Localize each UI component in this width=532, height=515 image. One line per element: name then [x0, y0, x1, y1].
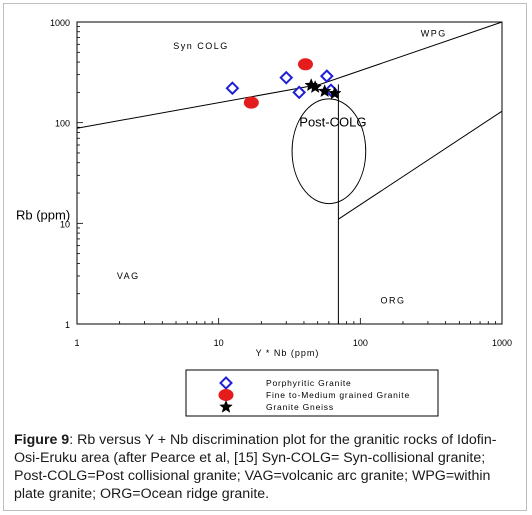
- y-tick-label: 1000: [50, 18, 70, 28]
- y-tick-label: 10: [60, 219, 70, 229]
- x-tick-label: 1000: [492, 338, 512, 348]
- figure-frame: [3, 3, 527, 511]
- data-point-star: [327, 86, 342, 100]
- x-axis-label: Y * Nb (ppm): [256, 348, 320, 358]
- field-label: Post-COLG: [299, 114, 366, 129]
- legend-marker-circle: [218, 389, 234, 401]
- field-label: VAG: [117, 271, 140, 281]
- legend-label: Granite Gneiss: [266, 402, 334, 412]
- boundary-line-syn-wpg: [319, 21, 503, 85]
- data-point-diamond: [279, 70, 294, 85]
- data-point-star: [308, 80, 323, 94]
- data-point-star: [317, 84, 332, 98]
- caption-text: : Rb versus Y + Nb discrimination plot f…: [14, 432, 497, 502]
- data-point-circle: [297, 58, 313, 71]
- plot-area: [76, 21, 503, 325]
- figure-caption: Figure 9: Rb versus Y + Nb discriminatio…: [14, 431, 514, 503]
- legend-label: Porphyritic Granite: [266, 378, 352, 388]
- boundary-line-syn-vag: [76, 83, 321, 129]
- field-label: Syn COLG: [173, 41, 229, 51]
- field-label: WPG: [421, 28, 447, 38]
- y-tick-label: 100: [55, 119, 70, 129]
- data-point-diamond: [292, 85, 307, 100]
- legend-marker-diamond: [219, 376, 233, 390]
- y-tick-label: 1: [65, 320, 70, 330]
- data-point-circle: [243, 96, 259, 109]
- boundary-line-wpg-org: [338, 110, 503, 220]
- x-tick-label: 100: [353, 338, 368, 348]
- caption-label: Figure 9: [14, 432, 70, 448]
- post-colg-ellipse: [291, 98, 367, 205]
- field-label: ORG: [380, 295, 405, 305]
- legend-label: Fine to-Medium grained Granite: [266, 390, 410, 400]
- legend-marker-star: [219, 399, 233, 413]
- x-tick-label: 10: [214, 338, 224, 348]
- data-point-diamond: [319, 69, 334, 84]
- chart: 1 10 100 1000 1 10 100 1000 Y * Nb (ppm) Rb (ppm)…: [16, 18, 512, 417]
- y-axis-label: Rb (ppm): [16, 207, 70, 222]
- data-point-diamond: [225, 81, 240, 96]
- x-tick-label: 1: [74, 338, 79, 348]
